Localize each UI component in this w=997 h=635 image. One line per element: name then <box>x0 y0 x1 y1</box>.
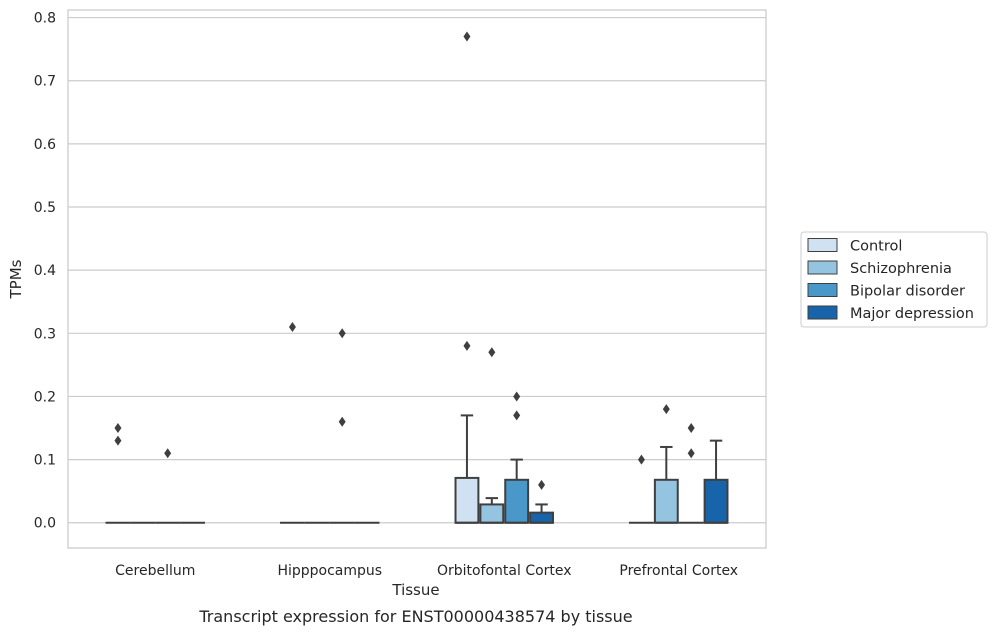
box-element <box>155 448 181 524</box>
outlier-point <box>338 328 346 339</box>
chart-caption: Transcript expression for ENST0000043857… <box>198 607 632 626</box>
legend-swatch <box>807 283 838 297</box>
outlier-point <box>538 479 546 490</box>
legend-label: Schizophrenia <box>850 261 952 277</box>
legend-swatch <box>807 305 838 320</box>
legend-label: Control <box>850 239 902 255</box>
legend: Control Schizophrenia Bipolar disorder Majo… <box>800 231 988 328</box>
box-rect <box>479 503 505 524</box>
y-tick-label: 0.1 <box>34 453 56 469</box>
y-tick-label: 0.5 <box>34 200 56 216</box>
box-rect <box>703 478 729 524</box>
y-tick-label: 0.4 <box>34 263 56 279</box>
x-tick-label: Prefrontal Cortex <box>619 563 738 579</box>
outlier-point <box>662 404 670 415</box>
x-tick-labels: Cerebellum Hipppocampus Orbitofontal Corte… <box>115 563 738 579</box>
plot-frame <box>67 9 767 549</box>
outlier-point <box>114 435 122 446</box>
box-element <box>653 404 679 524</box>
legend-entries: Control Schizophrenia Bipolar disorder Majo… <box>807 238 974 322</box>
outlier-point <box>164 448 172 459</box>
y-tick-label: 0.0 <box>34 516 56 532</box>
box-element <box>678 423 704 524</box>
box-rect <box>653 478 679 524</box>
legend-swatch <box>807 238 838 252</box>
box-element <box>105 423 131 524</box>
outlier-point <box>513 391 521 402</box>
box-element <box>504 391 530 524</box>
x-tick-label: Cerebellum <box>115 563 195 579</box>
box-element <box>529 479 554 524</box>
legend-label: Bipolar disorder <box>850 284 965 300</box>
outlier-point <box>637 454 645 465</box>
outlier-point <box>338 416 346 427</box>
box-rect <box>504 478 530 524</box>
legend-label: Major depression <box>850 306 974 322</box>
outlier-point <box>288 321 296 332</box>
y-tick-labels: 0.0 0.1 0.2 0.3 0.4 0.5 0.6 0.7 0.8 <box>34 11 56 532</box>
outlier-point <box>114 423 122 434</box>
box-element <box>629 454 654 524</box>
x-tick-label: Orbitofontal Cortex <box>437 563 572 579</box>
outlier-point <box>488 347 496 358</box>
y-tick-label: 0.3 <box>34 326 56 342</box>
y-tick-label: 0.2 <box>34 389 56 405</box>
box-element <box>479 347 505 524</box>
outlier-point <box>513 410 521 421</box>
outlier-point <box>687 448 695 459</box>
box-element <box>280 321 305 524</box>
box-rect <box>454 476 480 524</box>
x-axis-label: Tissue <box>391 581 439 599</box>
box-series <box>105 31 729 524</box>
y-tick-label: 0.8 <box>34 11 56 27</box>
y-tick-label: 0.6 <box>34 137 56 153</box>
box-rect <box>529 511 554 524</box>
outlier-point <box>463 31 471 42</box>
x-tick-label: Hipppocampus <box>277 563 382 579</box>
box-element <box>329 328 355 524</box>
legend-swatch <box>807 260 838 275</box>
outlier-point <box>463 340 471 351</box>
box-element <box>703 439 729 524</box>
outlier-point <box>687 423 695 434</box>
legend-frame <box>800 231 988 328</box>
box-element <box>454 31 480 524</box>
y-tick-label: 0.7 <box>34 74 56 90</box>
grid-lines <box>68 16 766 524</box>
y-axis-label: TPMs <box>7 259 25 299</box>
